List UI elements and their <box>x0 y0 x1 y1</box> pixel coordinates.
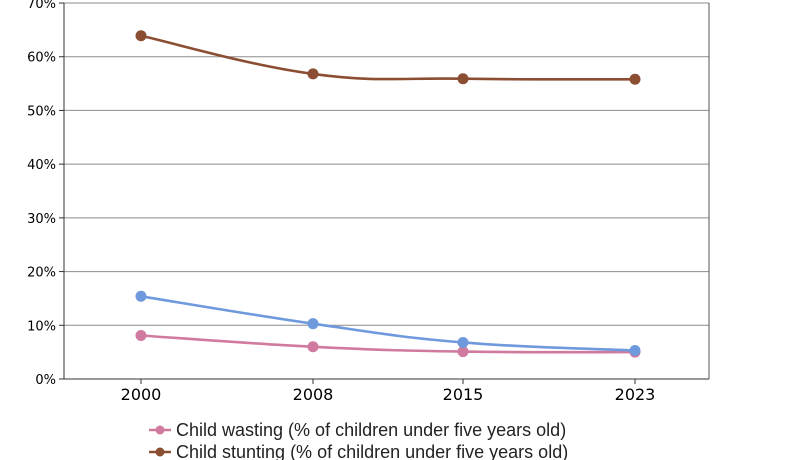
y-tick-label: 50% <box>27 104 56 119</box>
series-0-point <box>457 346 469 358</box>
series-line-0 <box>140 334 636 354</box>
y-tick-label: 10% <box>27 319 56 334</box>
x-tick-label: 2015 <box>443 385 484 404</box>
legend: Child wasting (% of children under five … <box>149 420 568 460</box>
y-tick-label: 60% <box>27 51 56 66</box>
x-tick-label: 2000 <box>121 385 162 404</box>
legend-marker <box>155 447 165 457</box>
y-tick-label: 30% <box>27 212 56 227</box>
x-axis-tick-labels: 2000 2008 2015 2023 <box>121 385 656 404</box>
gridlines <box>64 2 709 326</box>
y-tick-label: 40% <box>27 158 56 173</box>
series-line-2 <box>140 294 636 352</box>
series-1-point <box>457 73 469 85</box>
series-lines <box>135 30 641 358</box>
x-tick-label: 2023 <box>615 385 656 404</box>
legend-label: Child stunting (% of children under five… <box>176 442 568 460</box>
x-tick-label: 2008 <box>293 385 334 404</box>
series-0-point <box>135 329 147 341</box>
legend-marker <box>155 425 165 435</box>
series-1-point <box>307 68 319 80</box>
series-2-point <box>457 336 469 348</box>
y-axis-tick-labels: 0% 10% 20% 30% 40% 50% 60% 70% <box>27 0 56 388</box>
y-tick-label: 20% <box>27 266 56 281</box>
legend-label: Child wasting (% of children under five … <box>176 420 566 440</box>
series-line-1 <box>140 34 636 81</box>
y-tick-label: 70% <box>27 0 56 12</box>
series-1-point <box>629 73 641 85</box>
series-2-point <box>307 318 319 330</box>
series-2-point <box>629 345 641 357</box>
y-tick-label: 0% <box>35 373 56 388</box>
series-2-point <box>135 290 147 302</box>
series-1-point <box>135 30 147 42</box>
axes <box>59 2 710 384</box>
series-0-point <box>307 341 319 353</box>
